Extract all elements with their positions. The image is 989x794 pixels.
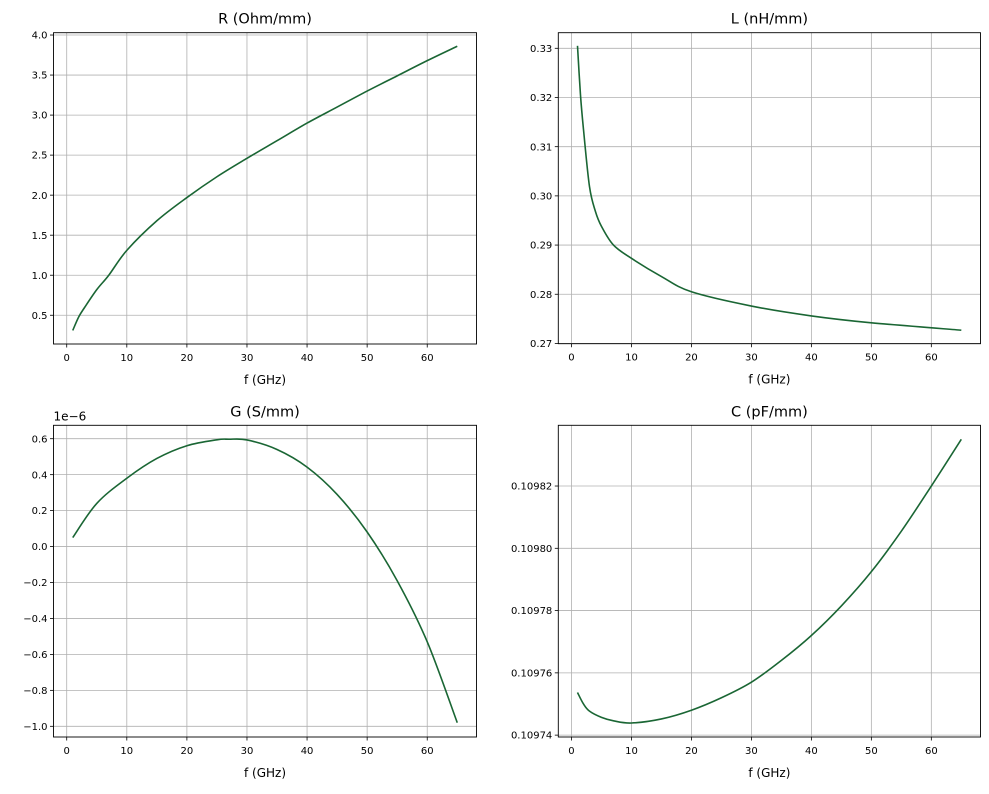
y-tick-label: 0.10982: [511, 482, 552, 493]
x-tick-label: 40: [805, 746, 818, 757]
y-tick-label: 0.4: [32, 470, 48, 481]
x-tick-label: 10: [120, 353, 133, 364]
y-tick-label: 0.6: [32, 434, 48, 445]
x-axis-label: f (GHz): [244, 373, 286, 387]
y-tick-label: 2.5: [32, 151, 48, 162]
x-tick-label: 10: [120, 746, 133, 757]
y-tick-label: 0.32: [530, 93, 552, 104]
x-tick-label: 20: [685, 746, 698, 757]
x-tick-label: 10: [625, 353, 638, 364]
y-tick-label: 0.10978: [511, 606, 552, 617]
chart-title: R (Ohm/mm): [218, 12, 312, 28]
y-tick-label: 0.2: [32, 506, 48, 517]
x-tick-label: 30: [745, 746, 758, 757]
x-tick-label: 50: [361, 746, 374, 757]
y-tick-label: −0.4: [23, 614, 47, 625]
y-tick-label: 0.30: [530, 191, 552, 202]
y-tick-label: 4.0: [32, 31, 48, 42]
x-tick-label: 30: [241, 353, 254, 364]
y-tick-label: 2.0: [32, 191, 48, 202]
x-tick-label: 60: [925, 353, 938, 364]
x-tick-label: 50: [865, 353, 878, 364]
x-tick-label: 20: [181, 353, 194, 364]
subplot-4: 0 10 20 30 40 50 60 0.10974 0.10976 0.10978 0.1098…: [511, 404, 981, 780]
x-axis-label: f (GHz): [748, 766, 790, 780]
chart-title: C (pF/mm): [731, 404, 808, 420]
y-tick-label: 0.29: [530, 241, 552, 252]
axes-frame: [557, 424, 981, 738]
chart-title: G (S/mm): [230, 404, 300, 420]
axes-frame: [53, 32, 477, 345]
series-line: [71, 45, 458, 331]
x-tick-label: 20: [685, 353, 698, 364]
axes-frame: [557, 32, 981, 345]
subplot-2: 0 10 20 30 40 50 60 0.27 0.28 0.29 0.30 0.31 0.32 0.3…: [530, 12, 981, 387]
x-tick-label: 40: [301, 746, 314, 757]
y-tick-label: 0.27: [530, 339, 552, 350]
y-tick-label: −0.8: [23, 686, 47, 697]
x-tick-label: 40: [805, 353, 818, 364]
y-tick-label: 0.33: [530, 44, 552, 55]
y-tick-label: 3.0: [32, 111, 48, 122]
subplot-1: 0 10 20 30 40 50 60 0.5 1.0 1.5 2.0 2.5 3.0 3.5 4.0 R (…: [32, 12, 477, 387]
x-tick-label: 10: [625, 746, 638, 757]
y-tick-label: 0.28: [530, 290, 552, 301]
y-tick-label: 0.0: [32, 542, 48, 553]
y-tick-label: 0.5: [32, 311, 48, 322]
x-tick-label: 60: [925, 746, 938, 757]
x-axis-label: f (GHz): [244, 766, 286, 780]
y-tick-label: 1.5: [32, 231, 48, 242]
y-tick-label: −0.6: [23, 650, 47, 661]
series-line: [576, 438, 962, 724]
x-tick-label: 0: [64, 353, 70, 364]
y-tick-label: 3.5: [32, 71, 48, 82]
y-tick-label: 1.0: [32, 271, 48, 282]
series-line: [576, 45, 962, 331]
x-tick-label: 30: [745, 353, 758, 364]
x-tick-label: 50: [361, 353, 374, 364]
x-tick-label: 0: [568, 353, 574, 364]
chart-title: L (nH/mm): [731, 12, 808, 28]
x-axis-label: f (GHz): [748, 373, 790, 387]
axes-frame: [53, 424, 477, 738]
y-tick-label: 0.10974: [511, 731, 552, 742]
x-tick-label: 50: [865, 746, 878, 757]
x-tick-label: 0: [568, 746, 574, 757]
y-offset-text: 1e−6: [54, 409, 87, 423]
x-tick-label: 60: [421, 746, 434, 757]
x-tick-label: 0: [64, 746, 70, 757]
y-tick-label: 0.10980: [511, 544, 552, 555]
y-tick-label: 0.31: [530, 142, 552, 153]
y-tick-label: −0.2: [23, 578, 47, 589]
y-tick-label: 0.10976: [511, 668, 552, 679]
subplot-3: 0 10 20 30 40 50 60 −1.0 −0.8 −0.6 −0.4 −0.2 0.0 0.2 0…: [23, 404, 477, 780]
x-tick-label: 40: [301, 353, 314, 364]
x-tick-label: 60: [421, 353, 434, 364]
x-tick-label: 30: [241, 746, 254, 757]
series-line: [72, 438, 459, 723]
y-tick-label: −1.0: [23, 722, 47, 733]
x-tick-label: 20: [181, 746, 194, 757]
